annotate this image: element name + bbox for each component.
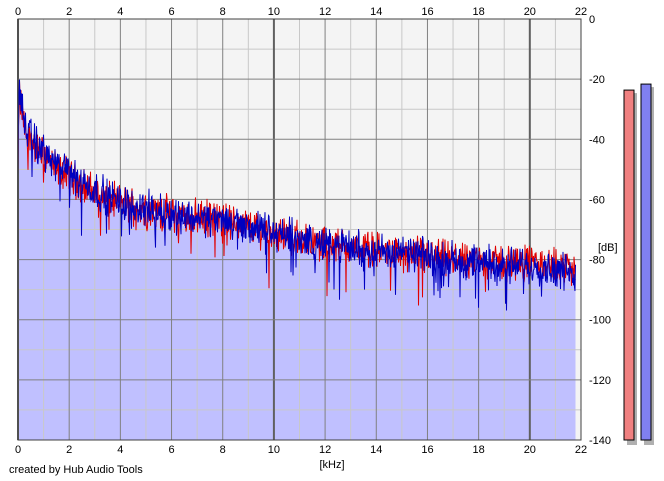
x-tick-label-bottom: 12	[319, 444, 331, 456]
x-tick-label-top: 10	[268, 6, 280, 18]
x-tick-label-bottom: 16	[421, 444, 433, 456]
x-axis-bottom-ticks: 0 2 4 6 8 10 12 14 16 18 20 22	[15, 444, 587, 456]
spectrum-fill-area	[18, 81, 576, 440]
y-tick-label: 0	[589, 14, 595, 26]
x-tick-label-bottom: 4	[117, 444, 123, 456]
spectrum-series	[17, 79, 576, 311]
spectrum-fill-path	[18, 81, 576, 440]
credit-text: created by Hub Audio Tools	[9, 464, 143, 476]
y-tick-label: -20	[589, 74, 605, 86]
x-tick-label-top: 8	[220, 6, 226, 18]
x-tick-label-bottom: 10	[268, 444, 280, 456]
x-tick-label-top: 22	[575, 6, 587, 18]
y-tick-label: -120	[589, 375, 611, 387]
y-tick-label: -60	[589, 194, 605, 206]
y-tick-label: -40	[589, 134, 605, 146]
x-axis-top-ticks: 0 2 4 6 8 10 12 14 16 18 20 22	[15, 6, 587, 18]
y-axis-ticks: 0 -20 -40 -60 -80 -100 -120 -140	[589, 14, 611, 447]
y-axis-label: [dB]	[598, 242, 618, 254]
x-tick-label-bottom: 8	[220, 444, 226, 456]
y-tick-label: -140	[589, 435, 611, 447]
plot-frame	[17, 18, 582, 441]
plot-frame-rect	[17, 18, 582, 441]
x-tick-label-top: 6	[168, 6, 174, 18]
level-meters	[623, 83, 654, 445]
x-tick-label-bottom: 20	[524, 444, 536, 456]
x-tick-label-top: 4	[117, 6, 123, 18]
x-axis-label: [kHz]	[319, 459, 344, 471]
x-tick-label-bottom: 0	[15, 444, 21, 456]
x-tick-label-top: 0	[15, 6, 21, 18]
x-tick-label-bottom: 18	[473, 444, 485, 456]
x-tick-label-bottom: 2	[66, 444, 72, 456]
x-tick-label-bottom: 22	[575, 444, 587, 456]
x-tick-label-top: 12	[319, 6, 331, 18]
x-tick-label-top: 18	[473, 6, 485, 18]
x-tick-label-top: 2	[66, 6, 72, 18]
y-tick-label: -80	[589, 255, 605, 267]
level-meter-left	[623, 89, 635, 441]
series-right-channel	[17, 79, 576, 311]
x-tick-label-bottom: 14	[370, 444, 382, 456]
y-tick-label: -100	[589, 315, 611, 327]
x-tick-label-top: 20	[524, 6, 536, 18]
level-meter-right	[640, 83, 652, 441]
x-tick-label-top: 14	[370, 6, 382, 18]
x-tick-label-top: 16	[421, 6, 433, 18]
x-tick-label-bottom: 6	[168, 444, 174, 456]
